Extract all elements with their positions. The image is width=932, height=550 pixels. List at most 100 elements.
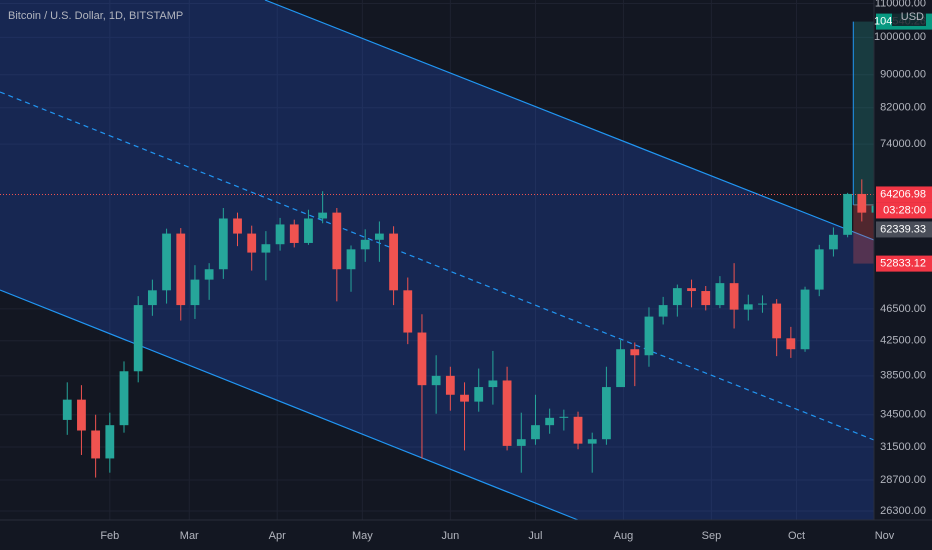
x-tick-label: Jun <box>441 530 459 542</box>
currency-box <box>892 9 926 26</box>
y-tick-label: 28700.00 <box>880 474 926 486</box>
channel-upper <box>264 0 875 241</box>
candle-body <box>332 212 342 270</box>
candle-body <box>176 233 186 306</box>
candle-body <box>672 288 682 306</box>
candle-body <box>758 303 767 305</box>
candle-body <box>644 316 654 356</box>
axis-labels: 26300.00 28700.00 31500.00 34500.00 38500.00… <box>100 0 932 542</box>
stop-zone <box>853 204 874 264</box>
current-price-label: 64206.98 <box>880 188 926 200</box>
candle-body <box>502 380 512 446</box>
candle-body <box>218 218 228 270</box>
candle-body <box>630 349 640 356</box>
x-tick-label: Oct <box>788 530 805 542</box>
candle-body <box>573 416 583 444</box>
target-zone <box>853 21 874 205</box>
candle-body <box>843 193 853 235</box>
x-tick-label: Sep <box>702 530 722 542</box>
candle-body <box>389 233 398 291</box>
candle-body <box>119 371 129 426</box>
y-tick-label: 34500.00 <box>880 409 926 421</box>
x-tick-label: Feb <box>100 530 119 542</box>
candle-body <box>715 283 725 306</box>
candle-body <box>829 234 838 250</box>
candle-body <box>616 349 625 388</box>
candle-body <box>374 233 384 240</box>
candle-body <box>318 212 328 219</box>
candle-body <box>516 439 526 446</box>
candle-body <box>743 304 753 310</box>
current-price-label-box <box>876 186 932 203</box>
candle-body <box>204 269 214 280</box>
entry-label-box <box>876 221 932 238</box>
candle-body <box>488 380 498 388</box>
x-tick-label: Jul <box>528 530 542 542</box>
candle-body <box>545 417 555 426</box>
candle-body <box>729 283 739 310</box>
candles <box>62 168 923 478</box>
countdown-label: 03:28:00 <box>883 204 926 216</box>
candle-body <box>786 338 796 350</box>
candle-body <box>658 305 668 317</box>
x-tick-label: Aug <box>614 530 634 542</box>
x-tick-label: Mar <box>180 530 199 542</box>
candle-body <box>445 375 455 395</box>
candle-body <box>403 290 413 333</box>
candle-body <box>559 416 569 418</box>
candle-body <box>304 218 313 243</box>
y-tick-label: 26300.00 <box>880 505 926 517</box>
candle-body <box>531 425 540 440</box>
candle-body <box>62 399 72 420</box>
currency-label: USD <box>901 11 924 23</box>
candle-body <box>190 279 200 306</box>
y-tick-label: 100000.00 <box>874 31 926 43</box>
y-tick-label: 38500.00 <box>880 370 926 382</box>
candle-body <box>800 289 810 350</box>
position-tool <box>0 21 874 264</box>
candle-body <box>587 439 597 444</box>
channel-fill <box>0 0 874 520</box>
candle-body <box>289 224 299 243</box>
stop-label-box <box>876 255 932 272</box>
stop-label: 52833.12 <box>880 258 926 270</box>
countdown-label-box <box>876 202 932 219</box>
candle-body <box>147 290 157 306</box>
candle-body <box>247 233 257 253</box>
candle-body <box>360 239 370 250</box>
candle-body <box>602 387 611 440</box>
candle-body <box>772 303 782 339</box>
candle-body <box>233 218 242 234</box>
candle-body <box>346 249 356 270</box>
candle-body <box>687 288 696 292</box>
candle-body <box>857 193 867 213</box>
x-tick-label: Nov <box>875 530 895 542</box>
candle-body <box>77 399 86 431</box>
y-tick-label: 31500.00 <box>880 441 926 453</box>
y-tick-label: 74000.00 <box>880 138 926 150</box>
candle-body <box>474 387 484 402</box>
candle-body <box>460 394 469 402</box>
x-tick-label: May <box>352 530 373 542</box>
candle-body <box>105 425 115 459</box>
y-tick-label: 42500.00 <box>880 335 926 347</box>
x-tick-label: Apr <box>269 530 286 542</box>
candle-body <box>814 249 824 290</box>
y-tick-label: 90000.00 <box>880 69 926 81</box>
candle-body <box>275 224 285 245</box>
candle-body <box>701 291 711 306</box>
channel-median <box>0 91 875 441</box>
y-tick-label: 46500.00 <box>880 303 926 315</box>
candle-body <box>417 332 427 386</box>
chart-title: Bitcoin / U.S. Dollar, 1D, BITSTAMP <box>8 10 183 22</box>
candle-body <box>261 244 271 253</box>
y-tick-label: 110000.00 <box>875 0 926 9</box>
candle-body <box>431 375 441 386</box>
candle-body <box>133 305 143 372</box>
entry-label: 62339.33 <box>880 223 926 235</box>
candle-body <box>162 233 171 291</box>
y-tick-label: 82000.00 <box>880 102 926 114</box>
